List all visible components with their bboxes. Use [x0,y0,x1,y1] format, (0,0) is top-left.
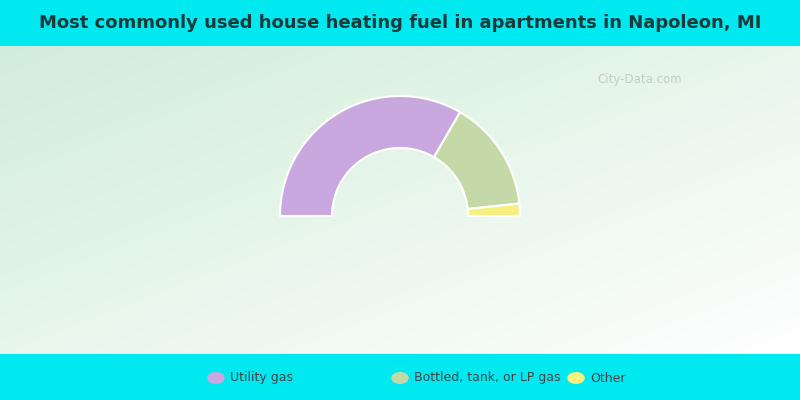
Polygon shape [280,96,460,216]
Polygon shape [468,204,520,216]
Bar [0,0,800,46]
Text: Bottled, tank, or LP gas: Bottled, tank, or LP gas [414,372,561,384]
Text: City-Data.com: City-Data.com [598,74,682,86]
Text: Utility gas: Utility gas [230,372,294,384]
Polygon shape [434,112,519,209]
Ellipse shape [391,372,409,384]
Text: Most commonly used house heating fuel in apartments in Napoleon, MI: Most commonly used house heating fuel in… [39,14,761,32]
Ellipse shape [207,372,225,384]
Bar [0,354,800,400]
Ellipse shape [567,372,585,384]
Text: Other: Other [590,372,626,384]
